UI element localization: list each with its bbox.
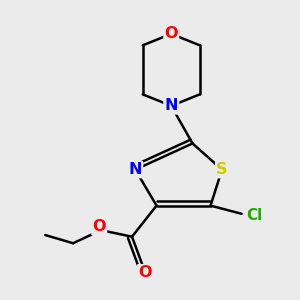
Text: N: N [164,98,178,113]
Text: O: O [92,219,106,234]
Text: N: N [128,162,142,177]
Text: Cl: Cl [247,208,263,223]
Text: S: S [216,162,228,177]
Text: O: O [138,265,152,280]
Text: O: O [164,26,178,41]
